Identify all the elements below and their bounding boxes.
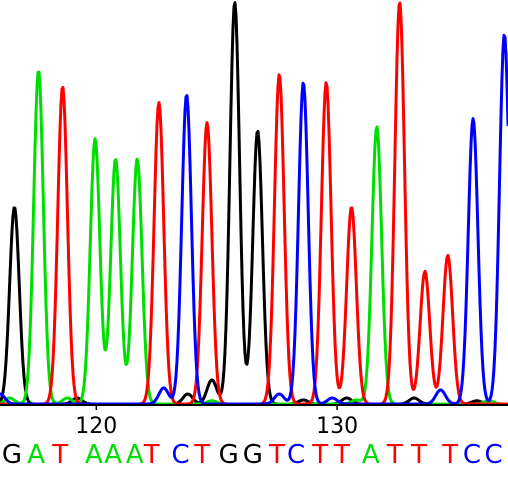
base-call-18: T [441, 440, 458, 470]
base-call-14: T [333, 440, 350, 470]
base-call-17: T [410, 440, 427, 470]
base-call-19: C [463, 440, 481, 470]
base-call-3: A [85, 440, 103, 470]
tick-label-120: 120 [75, 414, 117, 439]
base-call-13: T [311, 440, 328, 470]
base-call-15: A [362, 440, 380, 470]
base-call-6: T [143, 440, 160, 470]
base-call-0: G [2, 440, 22, 470]
base-call-10: G [243, 440, 263, 470]
trace-layer [0, 1, 508, 406]
base-call-1: A [27, 440, 45, 470]
position-axis: 120 130 [75, 405, 358, 439]
base-call-8: T [193, 440, 210, 470]
base-call-7: C [172, 440, 190, 470]
base-call-11: T [268, 440, 285, 470]
base-call-2: T [51, 440, 68, 470]
base-call-4: A [104, 440, 122, 470]
base-call-9: G [219, 440, 239, 470]
base-call-5: A [126, 440, 144, 470]
base-call-12: C [287, 440, 305, 470]
tick-label-130: 130 [316, 414, 358, 439]
base-call-16: T [386, 440, 403, 470]
base-call-20: C [485, 440, 503, 470]
